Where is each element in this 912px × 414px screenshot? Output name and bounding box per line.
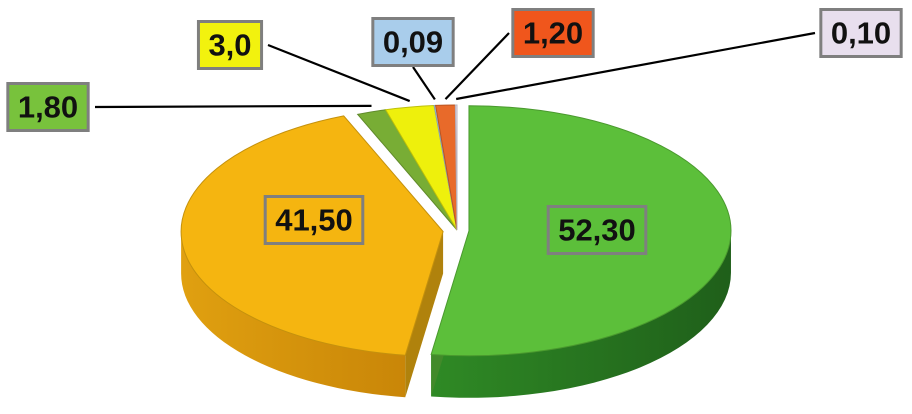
leader-line-4: [412, 66, 436, 101]
data-label-text-1: 41,50: [275, 203, 353, 238]
leader-line-6: [455, 31, 816, 101]
pie-slice-6: [454, 104, 458, 231]
leader-line-3: [267, 43, 411, 103]
data-label-1: 41,50: [263, 195, 365, 245]
data-label-text-6: 0,10: [831, 16, 891, 51]
data-label-box-6: [819, 8, 903, 58]
data-label-text-3: 3,0: [208, 28, 251, 63]
data-label-text-2: 1,80: [18, 90, 78, 125]
data-label-2: 1,80: [6, 82, 372, 132]
slice-cut-1: [405, 231, 444, 398]
data-label-box-4: [371, 17, 455, 67]
leader-line-2: [94, 104, 372, 109]
data-label-5: 1,20: [444, 8, 595, 100]
data-label-text-4: 0,09: [383, 25, 443, 60]
slice-side-0: [431, 230, 731, 398]
data-label-box-3: [196, 20, 264, 70]
slice-side-1: [181, 231, 406, 398]
data-label-6: 0,10: [455, 8, 903, 101]
data-label-text-0: 52,30: [558, 213, 636, 248]
data-label-text-5: 1,20: [523, 16, 583, 51]
data-label-box-1: [263, 195, 365, 245]
data-label-0: 52,30: [546, 205, 648, 255]
data-label-box-5: [511, 8, 595, 58]
data-label-box-0: [546, 205, 648, 255]
data-label-3: 3,0: [196, 20, 411, 103]
data-label-box-2: [6, 82, 90, 132]
leader-line-5: [444, 32, 510, 100]
data-label-4: 0,09: [371, 17, 455, 101]
